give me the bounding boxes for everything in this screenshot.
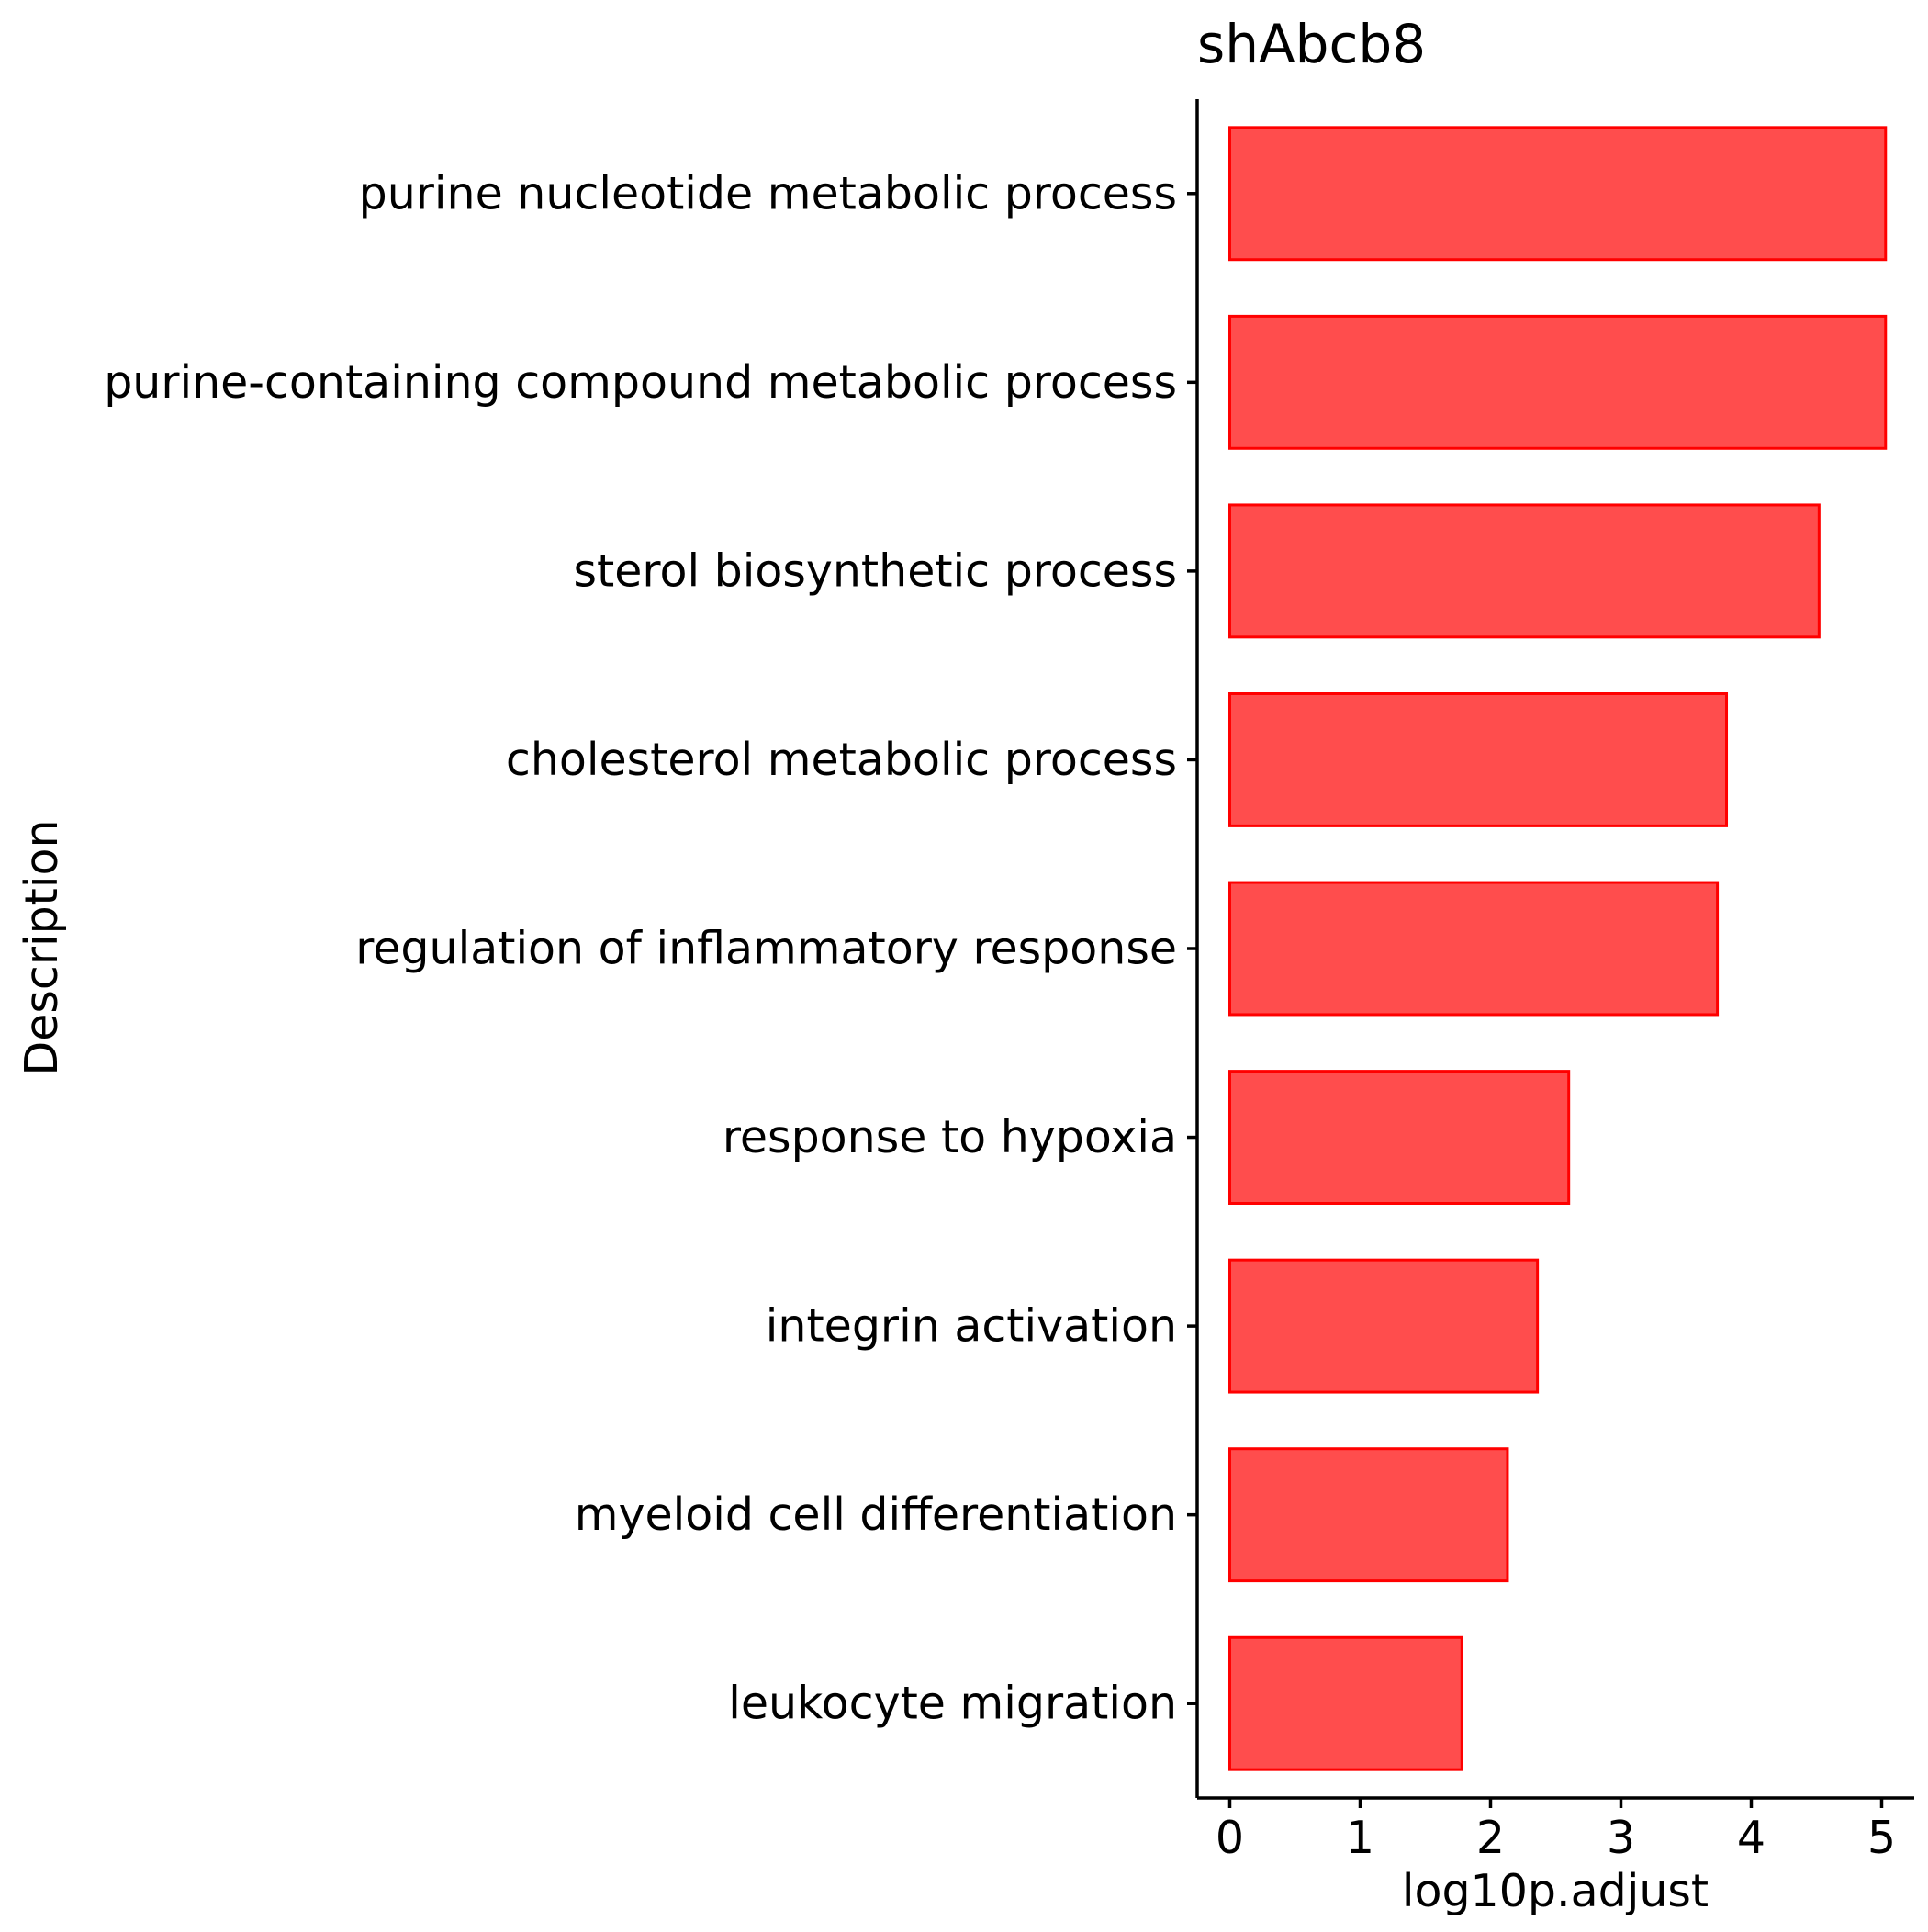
x-tick-label: 0 bbox=[1216, 1812, 1244, 1864]
bar bbox=[1228, 1447, 1509, 1583]
bars-layer bbox=[1228, 126, 1888, 1771]
y-tick-label: purine nucleotide metabolic process bbox=[359, 167, 1177, 219]
y-tick-label: response to hypoxia bbox=[723, 1111, 1177, 1163]
x-tick-label: 3 bbox=[1607, 1812, 1635, 1864]
y-axis-ticks: purine nucleotide metabolic process purin… bbox=[104, 167, 1197, 1730]
y-tick-label: cholesterol metabolic process bbox=[506, 734, 1177, 786]
bar bbox=[1228, 1070, 1571, 1205]
y-tick-label: leukocyte migration bbox=[728, 1678, 1177, 1730]
bar bbox=[1228, 1635, 1463, 1771]
bar bbox=[1228, 126, 1888, 262]
y-tick-label: sterol biosynthetic process bbox=[574, 545, 1177, 597]
x-tick-label: 4 bbox=[1737, 1812, 1765, 1864]
x-tick-label: 2 bbox=[1476, 1812, 1505, 1864]
y-tick-label: regulation of inflammatory response bbox=[355, 923, 1177, 975]
bar bbox=[1228, 314, 1888, 450]
bar bbox=[1228, 503, 1821, 639]
x-axis-title: log10p.adjust bbox=[1402, 1865, 1709, 1917]
x-axis-ticks: 0 1 2 3 4 5 bbox=[1216, 1798, 1896, 1864]
x-tick-label: 1 bbox=[1346, 1812, 1374, 1864]
y-tick-label: purine-containing compound metabolic pro… bbox=[104, 356, 1177, 409]
y-tick-label: myeloid cell differentiation bbox=[575, 1488, 1177, 1541]
bar bbox=[1228, 881, 1720, 1017]
y-axis-title: Description bbox=[16, 819, 68, 1075]
y-tick-label: integrin activation bbox=[766, 1300, 1177, 1353]
chart-title: shAbcb8 bbox=[1197, 13, 1426, 75]
bar bbox=[1228, 692, 1729, 827]
bar bbox=[1228, 1258, 1540, 1394]
x-tick-label: 5 bbox=[1867, 1812, 1896, 1864]
